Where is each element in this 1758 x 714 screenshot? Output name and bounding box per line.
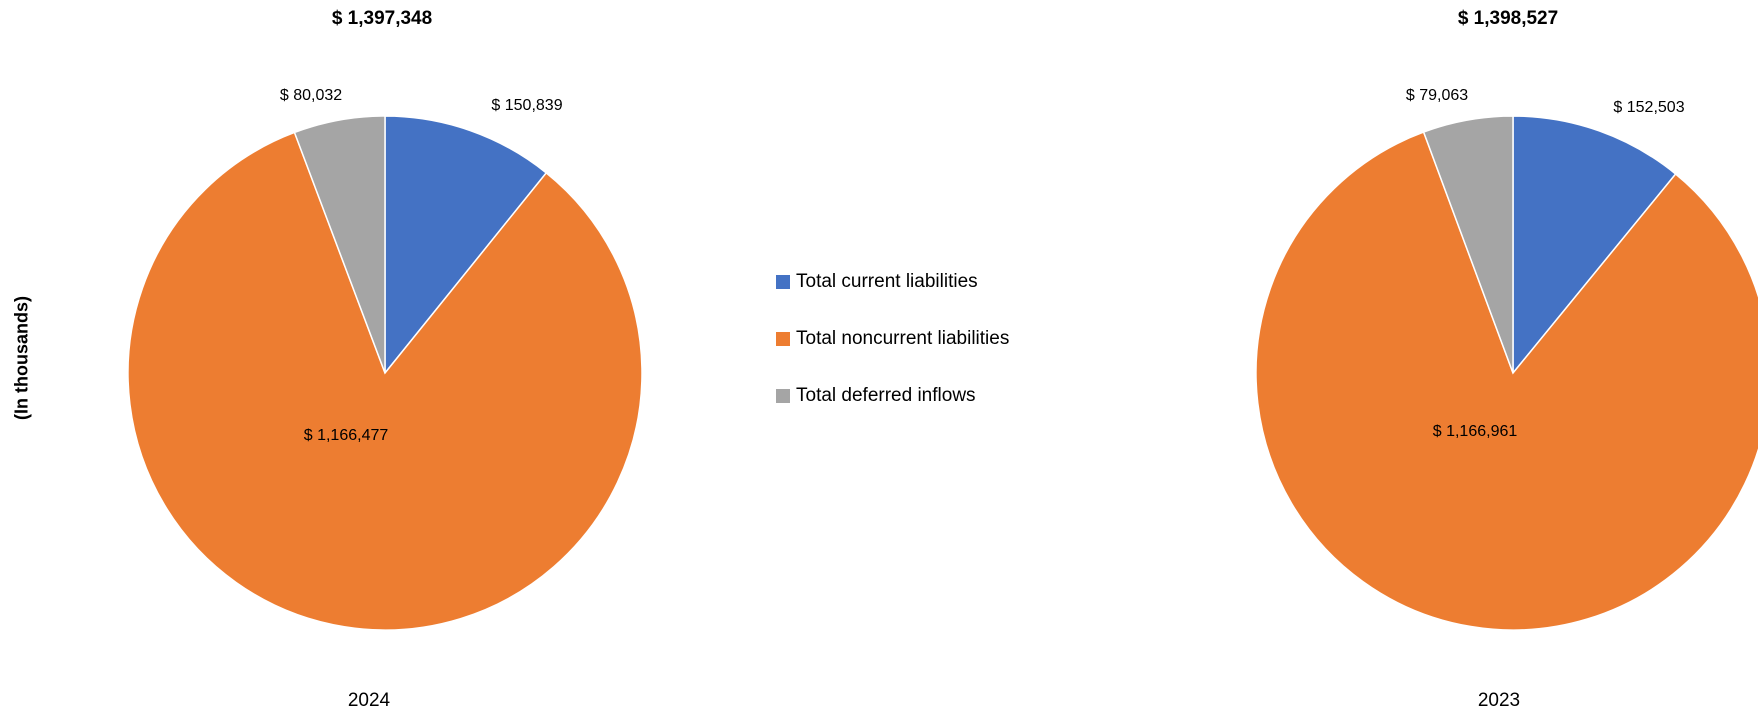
data-label-2024-current: $ 150,839 [491,97,563,114]
legend-item-current[interactable]: Total current liabilities [776,268,1009,296]
legend-item-deferred[interactable]: Total deferred inflows [776,382,1009,410]
pie-2024 [127,115,643,631]
legend-swatch-noncurrent [776,332,790,346]
data-label-2023-current: $ 152,503 [1613,99,1685,116]
legend-swatch-deferred [776,389,790,403]
legend-label-noncurrent: Total noncurrent liabilities [796,328,1010,349]
pie-slice-2023-current[interactable] [1512,115,1677,376]
category-label-2023: 2023 [1477,690,1521,711]
legend-swatch-current [776,275,790,289]
data-label-2024-noncurrent: $ 1,166,477 [303,427,389,444]
legend-label-deferred: Total deferred inflows [796,385,976,406]
legend-item-noncurrent[interactable]: Total noncurrent liabilities [776,325,1009,353]
category-label-2024: 2024 [347,690,391,711]
pie-title-2024: $ 1,397,348 [331,8,433,29]
pie-slice-2024-deferred[interactable] [293,115,386,374]
legend-label-current: Total current liabilities [796,271,978,292]
legend: Total current liabilities Total noncurre… [776,268,1009,439]
pie-title-2023: $ 1,398,527 [1457,8,1559,29]
pie-slice-2024-current[interactable] [384,115,548,376]
pie-slice-2023-noncurrent[interactable] [1255,131,1758,631]
pie-slice-2024-noncurrent[interactable] [127,131,643,631]
data-label-2023-deferred: $ 79,063 [1405,87,1469,104]
pie-2023 [1255,115,1758,631]
pie-slice-2023-deferred[interactable] [1422,115,1514,374]
data-label-2024-deferred: $ 80,032 [279,87,343,104]
data-label-2023-noncurrent: $ 1,166,961 [1432,423,1518,440]
